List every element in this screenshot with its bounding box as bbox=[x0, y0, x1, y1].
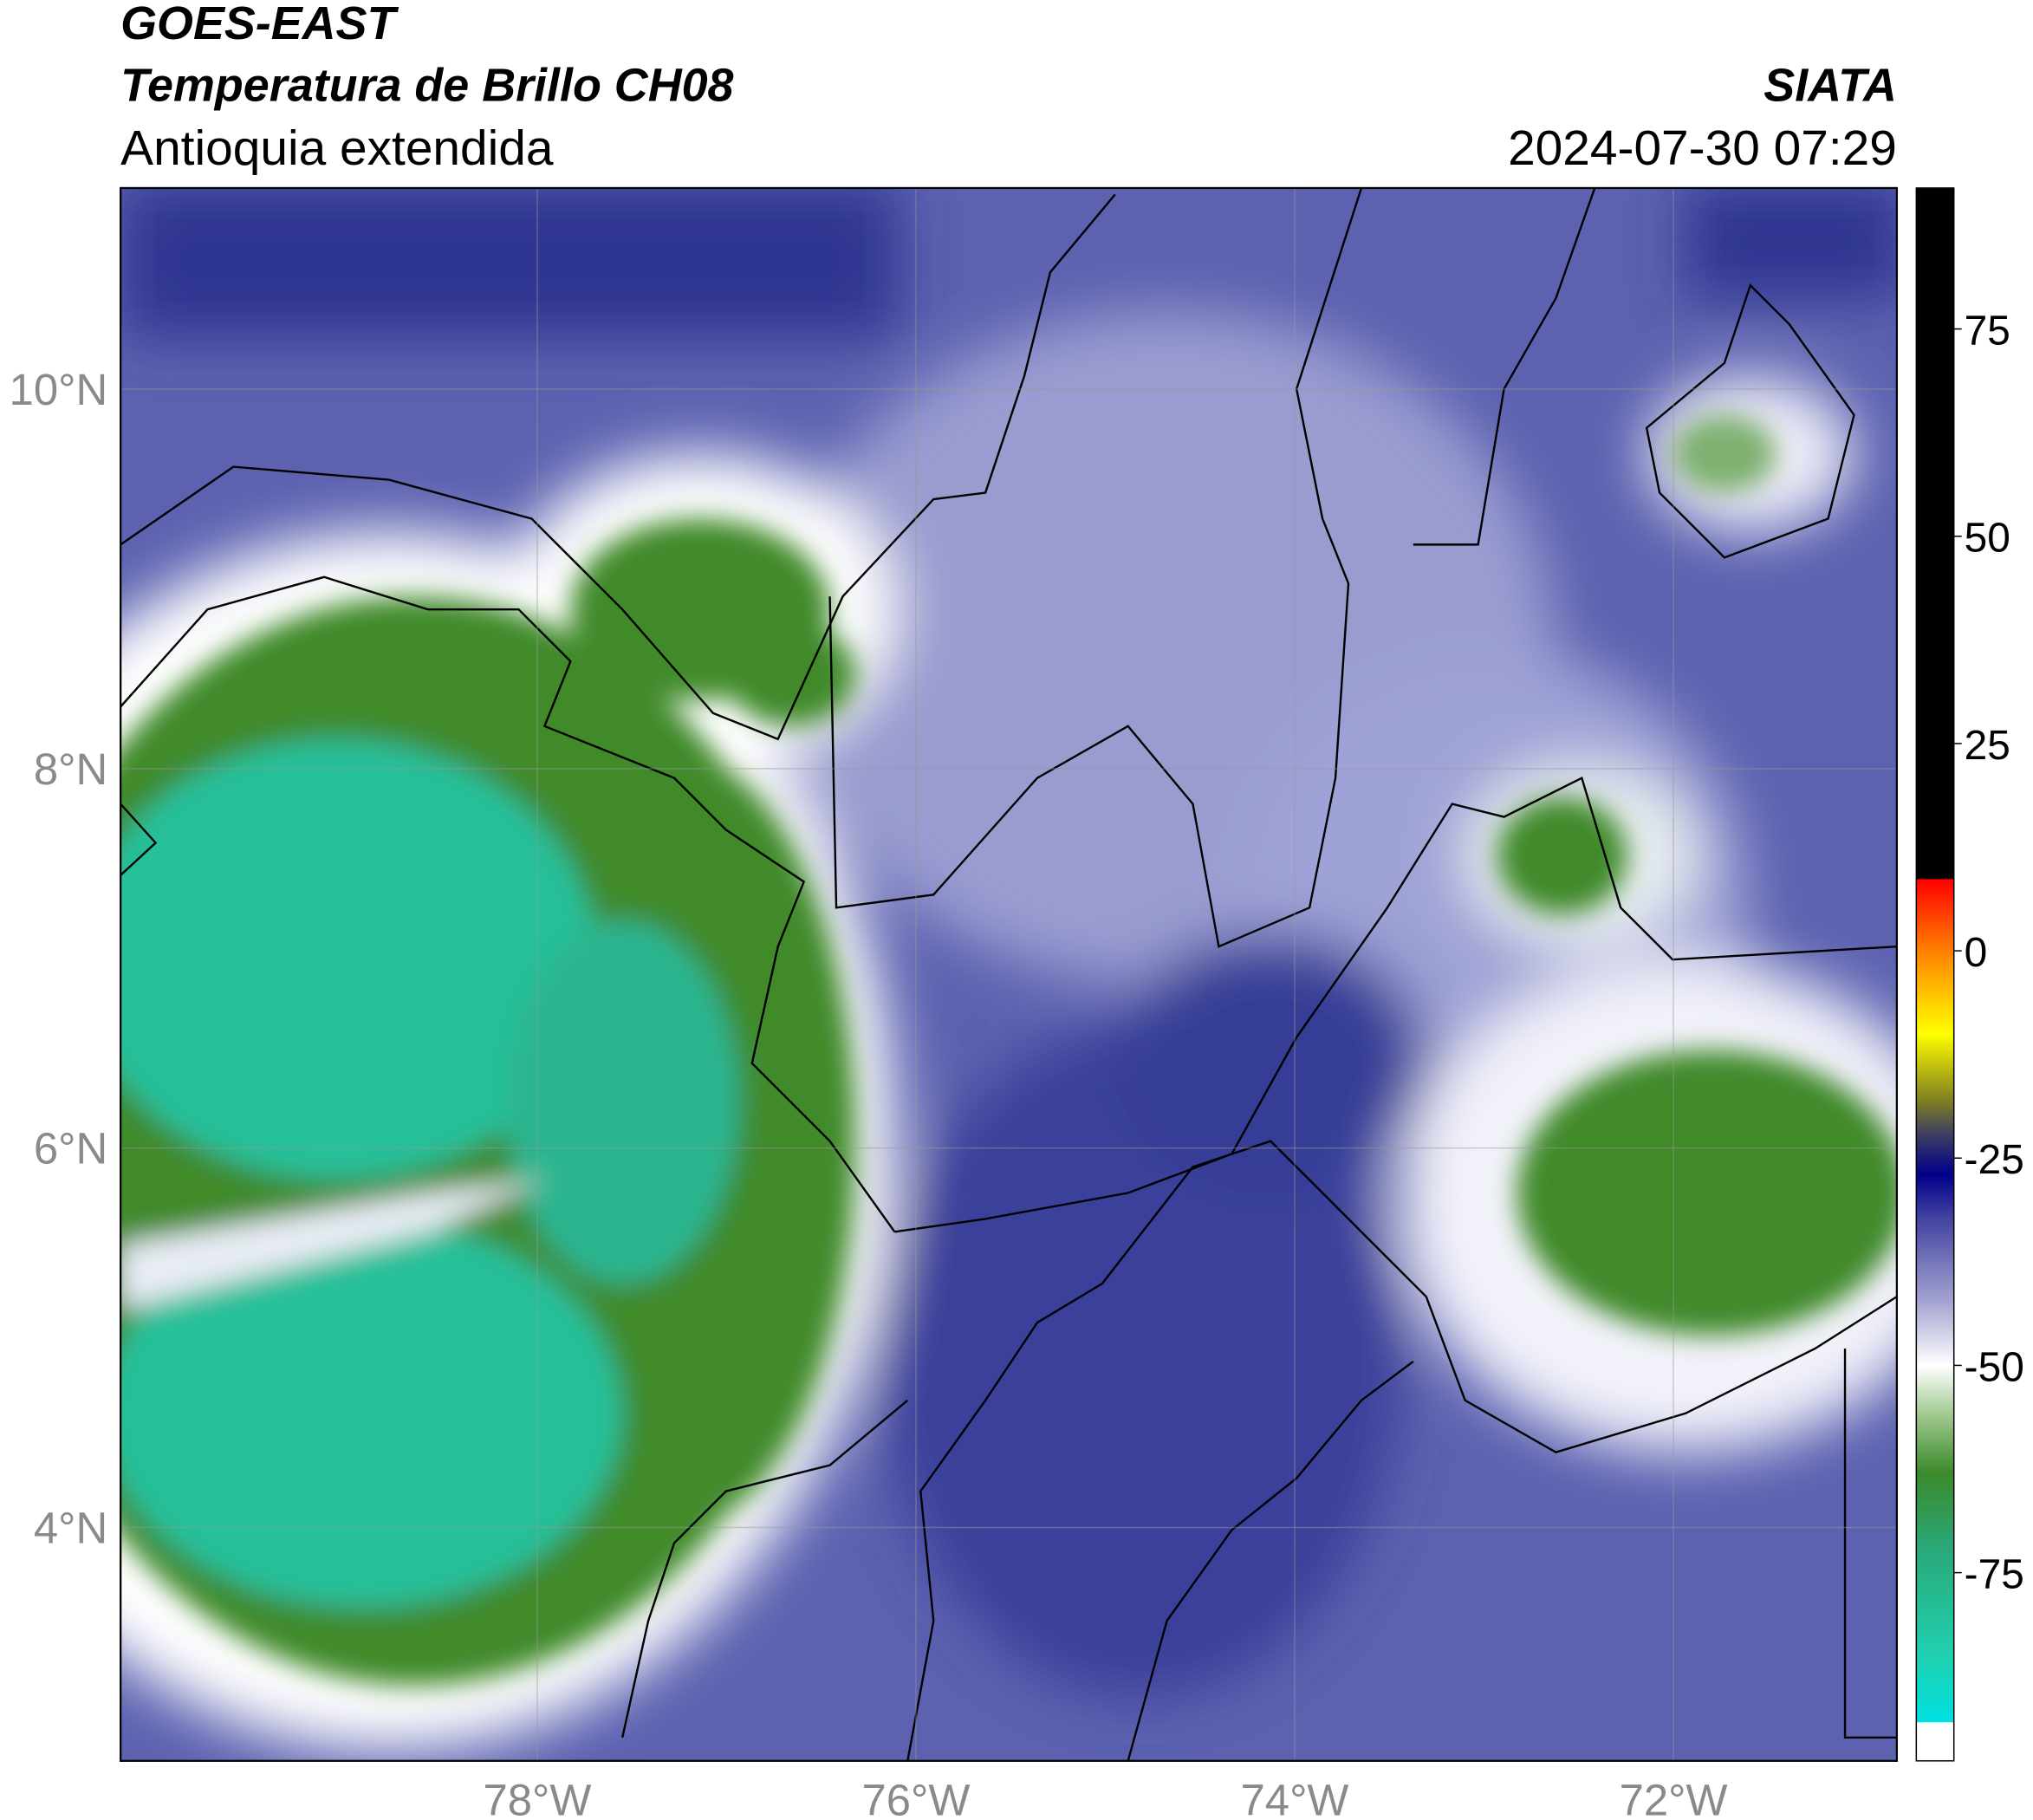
colorbar-tick-label: 0 bbox=[1965, 930, 1988, 976]
x-tick-label: 74°W bbox=[1241, 1776, 1349, 1820]
y-tick-label: 10°N bbox=[10, 365, 108, 414]
subtitle: Temperatura de Brillo CH08 bbox=[120, 60, 733, 112]
datetime: 2024-07-30 07:29 bbox=[1508, 121, 1897, 176]
colorbar-tick-label: 25 bbox=[1965, 723, 2010, 769]
y-tick-label: 4°N bbox=[34, 1503, 107, 1552]
colorbar-tick-label: 75 bbox=[1965, 309, 2010, 354]
colorbar-tick-label: 50 bbox=[1965, 516, 2010, 562]
x-tick-label: 72°W bbox=[1620, 1776, 1728, 1820]
x-tick-label: 76°W bbox=[861, 1776, 970, 1820]
colorbar bbox=[1915, 187, 1955, 1762]
colorbar-tick-label: -75 bbox=[1965, 1552, 2024, 1598]
satellite-image bbox=[120, 187, 1897, 1761]
y-tick-label: 8°N bbox=[34, 744, 107, 794]
source: SIATA bbox=[1763, 60, 1897, 112]
map-frame bbox=[120, 186, 1899, 1762]
colorbar-tick-label: -50 bbox=[1965, 1344, 2024, 1390]
region: Antioquia extendida bbox=[120, 121, 554, 176]
title: GOES-EAST bbox=[120, 0, 399, 49]
y-tick-label: 6°N bbox=[34, 1124, 107, 1173]
colorbar-tick-label: -25 bbox=[1965, 1137, 2024, 1183]
x-tick-label: 78°W bbox=[483, 1776, 591, 1820]
